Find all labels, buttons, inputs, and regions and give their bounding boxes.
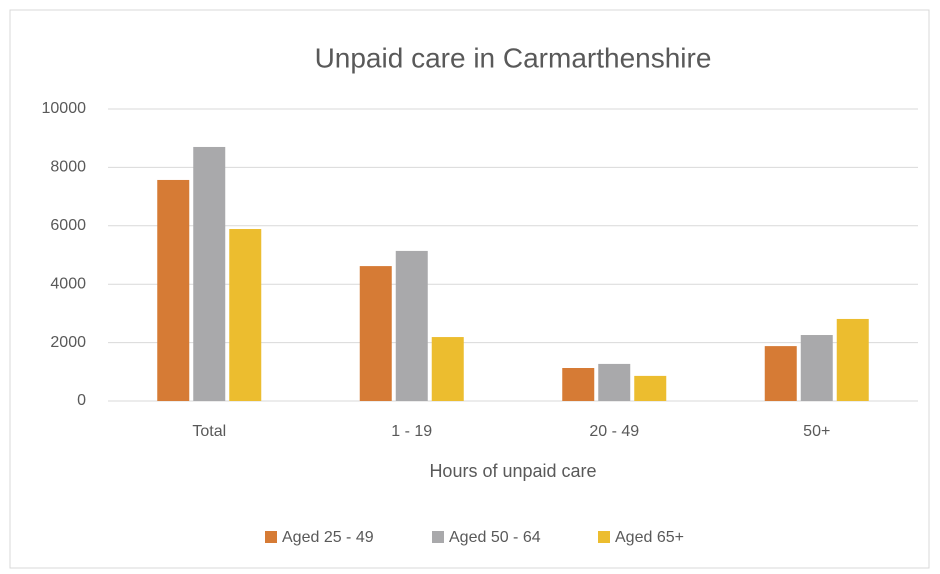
x-tick-label: 50+ <box>803 423 830 440</box>
bar <box>836 318 869 401</box>
legend-label: Aged 50 - 64 <box>449 529 541 546</box>
x-tick-label: Total <box>192 423 226 440</box>
x-axis-title: Hours of unpaid care <box>429 461 596 481</box>
bar <box>634 375 667 401</box>
bar <box>395 250 428 401</box>
legend-label: Aged 65+ <box>615 529 684 546</box>
bar <box>764 346 797 401</box>
y-tick-label: 2000 <box>50 334 86 351</box>
bar <box>800 335 833 401</box>
legend-swatch <box>598 531 610 543</box>
y-tick-label: 4000 <box>50 275 86 292</box>
y-tick-label: 0 <box>77 392 86 409</box>
y-tick-label: 8000 <box>50 159 86 176</box>
chart-title: Unpaid care in Carmarthenshire <box>315 42 712 73</box>
legend-swatch <box>432 531 444 543</box>
x-tick-label: 1 - 19 <box>391 423 432 440</box>
bar <box>193 146 226 401</box>
bar <box>157 179 190 401</box>
chart-frame <box>9 9 930 569</box>
y-tick-label: 6000 <box>50 217 86 234</box>
legend-label: Aged 25 - 49 <box>282 529 374 546</box>
bar <box>229 229 262 401</box>
x-tick-label: 20 - 49 <box>589 423 639 440</box>
legend-swatch <box>265 531 277 543</box>
bar <box>431 337 464 401</box>
bar <box>598 363 631 401</box>
y-tick-label: 10000 <box>42 100 87 117</box>
bar <box>562 368 595 401</box>
bar <box>359 266 392 401</box>
